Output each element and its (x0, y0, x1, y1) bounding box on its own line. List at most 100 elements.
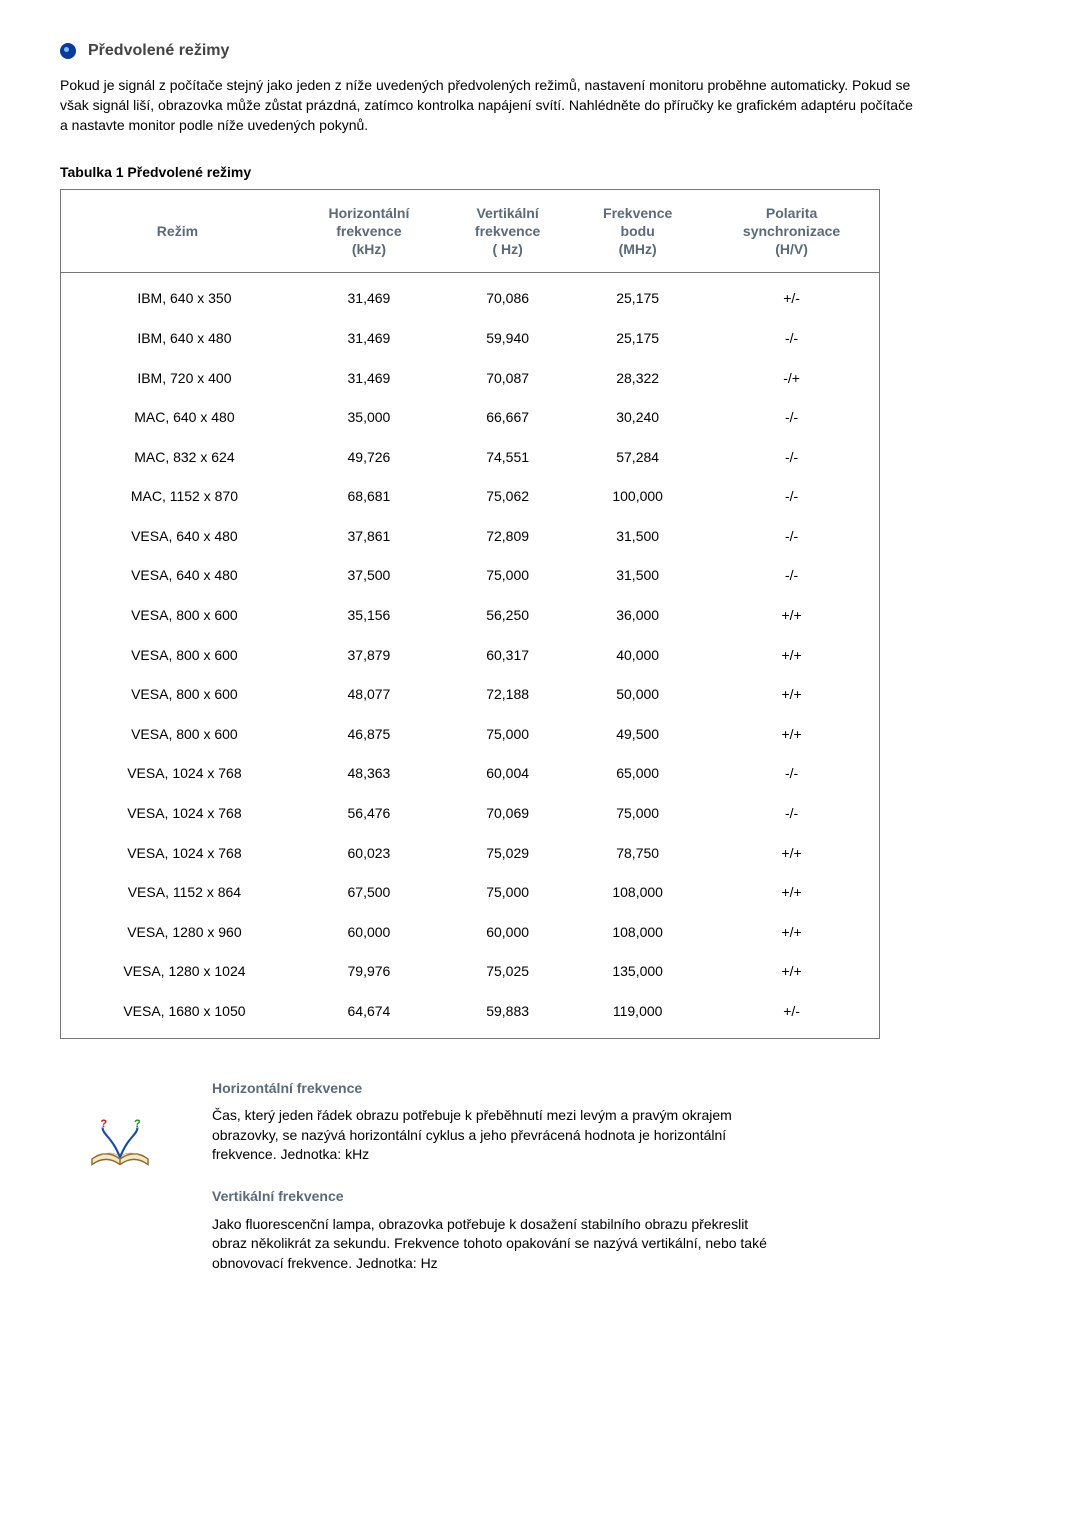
cell-pclk: 40,000 (571, 636, 704, 676)
cell-pol: +/- (704, 992, 879, 1038)
cell-pol: -/- (704, 794, 879, 834)
cell-mode: VESA, 1680 x 1050 (61, 992, 294, 1038)
cell-pclk: 135,000 (571, 952, 704, 992)
cell-hfreq: 67,500 (294, 873, 444, 913)
cell-pclk: 49,500 (571, 715, 704, 755)
cell-vfreq: 75,000 (444, 715, 571, 755)
cell-mode: VESA, 1024 x 768 (61, 754, 294, 794)
table-row: MAC, 832 x 62449,72674,55157,284-/- (61, 438, 880, 478)
definitions-icon-wrap: ? ? (60, 1079, 180, 1181)
cell-pol: -/- (704, 398, 879, 438)
cell-pol: +/+ (704, 596, 879, 636)
cell-pol: +/+ (704, 715, 879, 755)
intro-paragraph: Pokud je signál z počítače stejný jako j… (60, 76, 920, 135)
cell-mode: VESA, 1280 x 960 (61, 913, 294, 953)
cell-vfreq: 74,551 (444, 438, 571, 478)
cell-pclk: 25,175 (571, 273, 704, 319)
svg-text:?: ? (100, 1117, 107, 1129)
cell-pclk: 108,000 (571, 873, 704, 913)
cell-mode: IBM, 640 x 480 (61, 319, 294, 359)
cell-pol: -/+ (704, 359, 879, 399)
cell-mode: IBM, 640 x 350 (61, 273, 294, 319)
table-row: VESA, 800 x 60048,07772,18850,000+/+ (61, 675, 880, 715)
cell-mode: VESA, 1280 x 1024 (61, 952, 294, 992)
cell-vfreq: 70,086 (444, 273, 571, 319)
cell-mode: IBM, 720 x 400 (61, 359, 294, 399)
cell-vfreq: 60,000 (444, 913, 571, 953)
cell-hfreq: 37,861 (294, 517, 444, 557)
cell-mode: VESA, 1152 x 864 (61, 873, 294, 913)
cell-hfreq: 68,681 (294, 477, 444, 517)
preset-modes-table: Režim Horizontální frekvence (kHz) Verti… (60, 189, 880, 1039)
cell-pclk: 65,000 (571, 754, 704, 794)
cell-mode: MAC, 832 x 624 (61, 438, 294, 478)
col-pclk: Frekvence bodu (MHz) (571, 189, 704, 273)
cell-hfreq: 31,469 (294, 273, 444, 319)
cell-vfreq: 75,025 (444, 952, 571, 992)
cell-pclk: 30,240 (571, 398, 704, 438)
cell-vfreq: 75,000 (444, 556, 571, 596)
table-row: VESA, 640 x 48037,50075,00031,500-/- (61, 556, 880, 596)
cell-mode: VESA, 800 x 600 (61, 596, 294, 636)
cell-pol: +/+ (704, 873, 879, 913)
th-line: bodu (621, 223, 655, 239)
cell-hfreq: 46,875 (294, 715, 444, 755)
table-row: VESA, 800 x 60046,87575,00049,500+/+ (61, 715, 880, 755)
cell-pol: +/+ (704, 675, 879, 715)
table-caption: Tabulka 1 Předvolené režimy (60, 163, 1020, 183)
th-line: synchronizace (743, 223, 840, 239)
cell-mode: VESA, 800 x 600 (61, 675, 294, 715)
cell-pol: +/+ (704, 834, 879, 874)
table-row: VESA, 1024 x 76856,47670,06975,000-/- (61, 794, 880, 834)
col-mode: Režim (61, 189, 294, 273)
th-line: Režim (157, 223, 198, 239)
cell-vfreq: 75,000 (444, 873, 571, 913)
col-hfreq: Horizontální frekvence (kHz) (294, 189, 444, 273)
cell-hfreq: 60,023 (294, 834, 444, 874)
cell-mode: VESA, 1024 x 768 (61, 834, 294, 874)
table-row: MAC, 1152 x 87068,68175,062100,000-/- (61, 477, 880, 517)
cell-mode: VESA, 640 x 480 (61, 517, 294, 557)
table-row: IBM, 640 x 35031,46970,08625,175+/- (61, 273, 880, 319)
cell-vfreq: 72,809 (444, 517, 571, 557)
cell-pol: +/+ (704, 952, 879, 992)
cell-pclk: 78,750 (571, 834, 704, 874)
cell-hfreq: 37,500 (294, 556, 444, 596)
cell-mode: MAC, 1152 x 870 (61, 477, 294, 517)
cell-mode: VESA, 1024 x 768 (61, 794, 294, 834)
cell-pol: +/+ (704, 913, 879, 953)
cell-pol: +/+ (704, 636, 879, 676)
svg-text:?: ? (134, 1117, 141, 1129)
cell-vfreq: 60,317 (444, 636, 571, 676)
cell-pclk: 50,000 (571, 675, 704, 715)
cell-pclk: 57,284 (571, 438, 704, 478)
th-line: ( Hz) (492, 241, 522, 257)
section-title: Předvolené režimy (88, 40, 229, 62)
cell-pol: -/- (704, 438, 879, 478)
cell-pclk: 100,000 (571, 477, 704, 517)
col-vfreq: Vertikální frekvence ( Hz) (444, 189, 571, 273)
cell-hfreq: 35,000 (294, 398, 444, 438)
cell-hfreq: 56,476 (294, 794, 444, 834)
cell-vfreq: 60,004 (444, 754, 571, 794)
cell-pclk: 31,500 (571, 517, 704, 557)
th-line: (H/V) (775, 241, 808, 257)
cell-pclk: 75,000 (571, 794, 704, 834)
definitions-text: Horizontální frekvence Čas, který jeden … (212, 1079, 920, 1296)
th-line: (kHz) (352, 241, 386, 257)
cell-pclk: 25,175 (571, 319, 704, 359)
def-heading: Vertikální frekvence (212, 1187, 772, 1207)
cell-vfreq: 72,188 (444, 675, 571, 715)
table-row: VESA, 1680 x 105064,67459,883119,000+/- (61, 992, 880, 1038)
cell-pclk: 36,000 (571, 596, 704, 636)
bullet-icon (60, 43, 76, 59)
cell-mode: VESA, 800 x 600 (61, 715, 294, 755)
cell-hfreq: 31,469 (294, 319, 444, 359)
table-row: VESA, 1280 x 102479,97675,025135,000+/+ (61, 952, 880, 992)
cell-pclk: 28,322 (571, 359, 704, 399)
cell-mode: VESA, 800 x 600 (61, 636, 294, 676)
definitions-section: ? ? Horizontální frekvence Čas, který je… (60, 1079, 920, 1296)
cell-pol: -/- (704, 319, 879, 359)
th-line: frekvence (336, 223, 401, 239)
table-row: MAC, 640 x 48035,00066,66730,240-/- (61, 398, 880, 438)
